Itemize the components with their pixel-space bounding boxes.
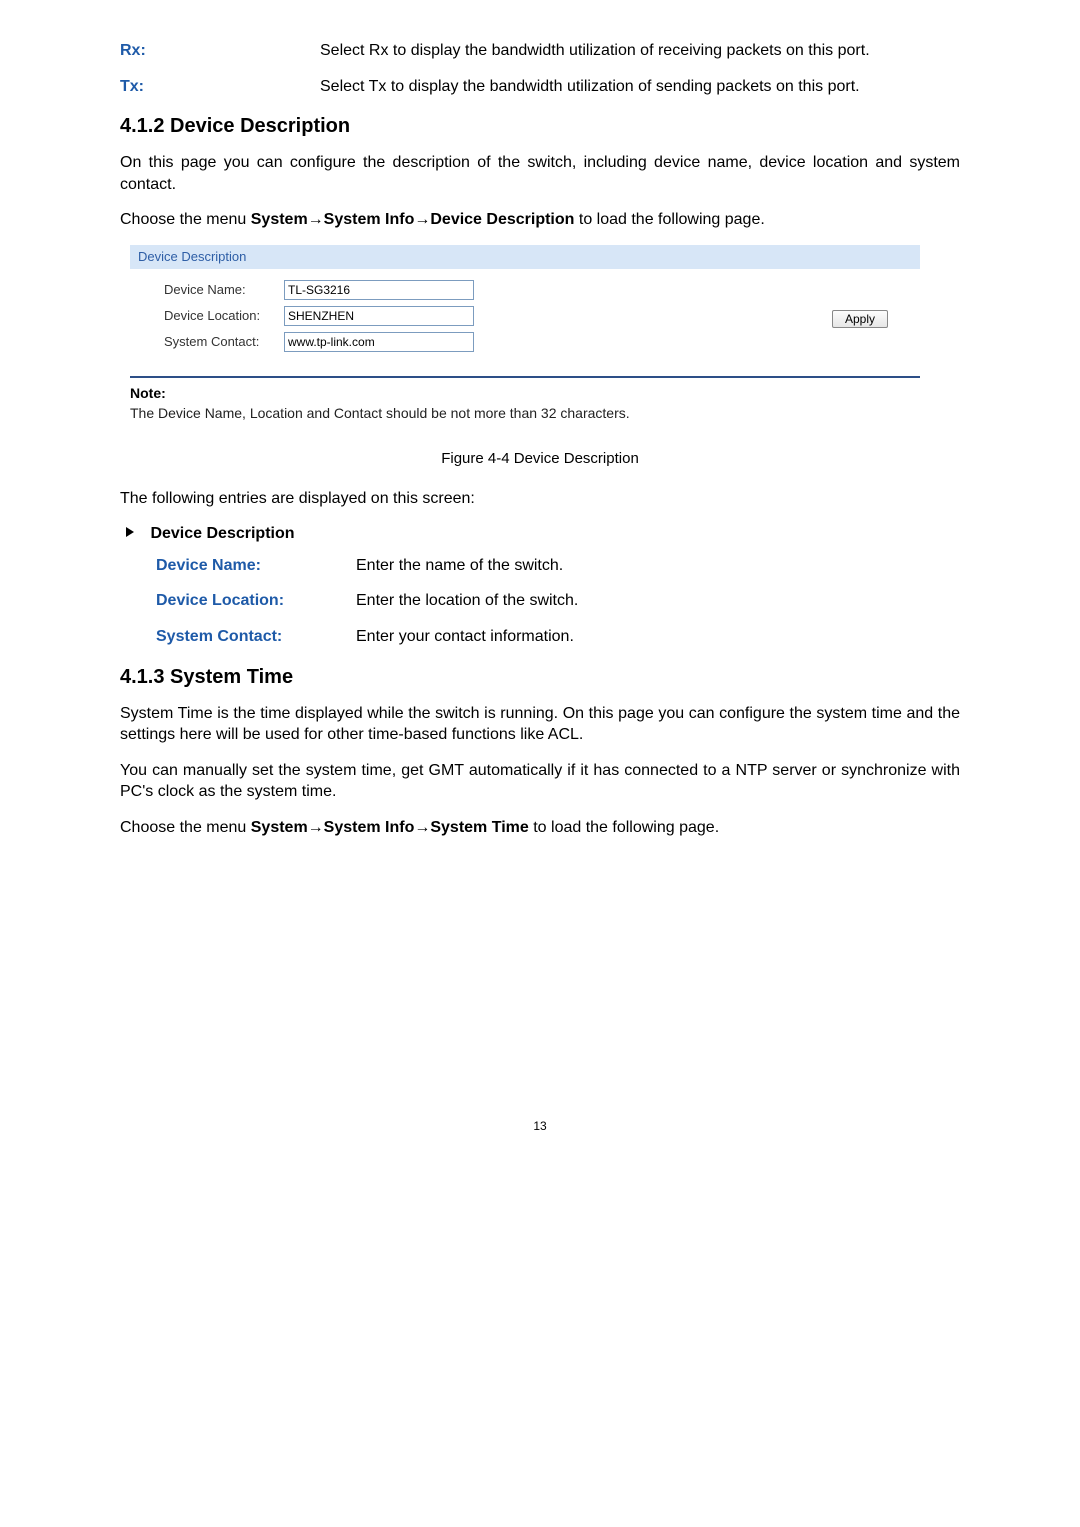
triangle-icon [126,527,134,537]
dd-definitions: Device Name: Enter the name of the switc… [156,555,960,648]
para-413-3-post: to load the following page. [529,819,719,836]
device-name-label: Device Name: [164,281,284,299]
heading-412: 4.1.2 Device Description [120,113,960,140]
dd-sub-heading: Device Description [126,523,960,545]
divider [130,376,920,378]
def-term-device-location: Device Location: [156,590,356,612]
para-413-3: Choose the menu System→System Info→Syste… [120,817,960,839]
system-contact-input[interactable] [284,332,474,352]
field-row-name: Device Name: [164,280,800,300]
field-row-location: Device Location: [164,306,800,326]
apply-wrap: Apply [800,280,920,358]
def-desc-system-contact: Enter your contact information. [356,626,960,648]
device-description-panel: Device Description Device Name: Device L… [130,245,920,372]
def-term-device-name: Device Name: [156,555,356,577]
device-name-input[interactable] [284,280,474,300]
def-row: Device Name: Enter the name of the switc… [156,555,960,577]
def-desc-tx: Select Tx to display the bandwidth utili… [320,76,960,98]
def-term-rx: Rx: [120,40,320,62]
para-413-1: System Time is the time displayed while … [120,703,960,746]
def-row: Device Location: Enter the location of t… [156,590,960,612]
figure-caption: Figure 4-4 Device Description [120,449,960,469]
field-row-contact: System Contact: [164,332,800,352]
top-definitions: Rx: Select Rx to display the bandwidth u… [120,40,960,97]
system-contact-label: System Contact: [164,333,284,351]
def-term-system-contact: System Contact: [156,626,356,648]
note-text: The Device Name, Location and Contact sh… [130,404,960,423]
dd-sub-title: Device Description [150,525,294,542]
def-row: System Contact: Enter your contact infor… [156,626,960,648]
entries-intro: The following entries are displayed on t… [120,488,960,510]
para-412-2-post: to load the following page. [574,211,764,228]
def-desc-rx: Select Rx to display the bandwidth utili… [320,40,960,62]
def-desc-device-name: Enter the name of the switch. [356,555,960,577]
device-location-label: Device Location: [164,307,284,325]
def-desc-device-location: Enter the location of the switch. [356,590,960,612]
page-number: 13 [120,1118,960,1134]
panel-header: Device Description [130,245,920,270]
heading-413: 4.1.3 System Time [120,664,960,691]
note-label: Note: [130,384,960,403]
def-term-tx: Tx: [120,76,320,98]
para-412-1: On this page you can configure the descr… [120,152,960,195]
para-413-2: You can manually set the system time, ge… [120,760,960,803]
def-row: Rx: Select Rx to display the bandwidth u… [120,40,960,62]
field-column: Device Name: Device Location: System Con… [164,280,800,358]
para-413-3-pre: Choose the menu [120,819,251,836]
panel-body: Device Name: Device Location: System Con… [130,270,920,372]
para-413-3-bold: System→System Info→System Time [251,819,529,836]
para-412-2-pre: Choose the menu [120,211,251,228]
para-412-2-bold: System→System Info→Device Description [251,211,575,228]
para-412-2: Choose the menu System→System Info→Devic… [120,209,960,231]
apply-button[interactable]: Apply [832,310,888,328]
device-location-input[interactable] [284,306,474,326]
def-row: Tx: Select Tx to display the bandwidth u… [120,76,960,98]
